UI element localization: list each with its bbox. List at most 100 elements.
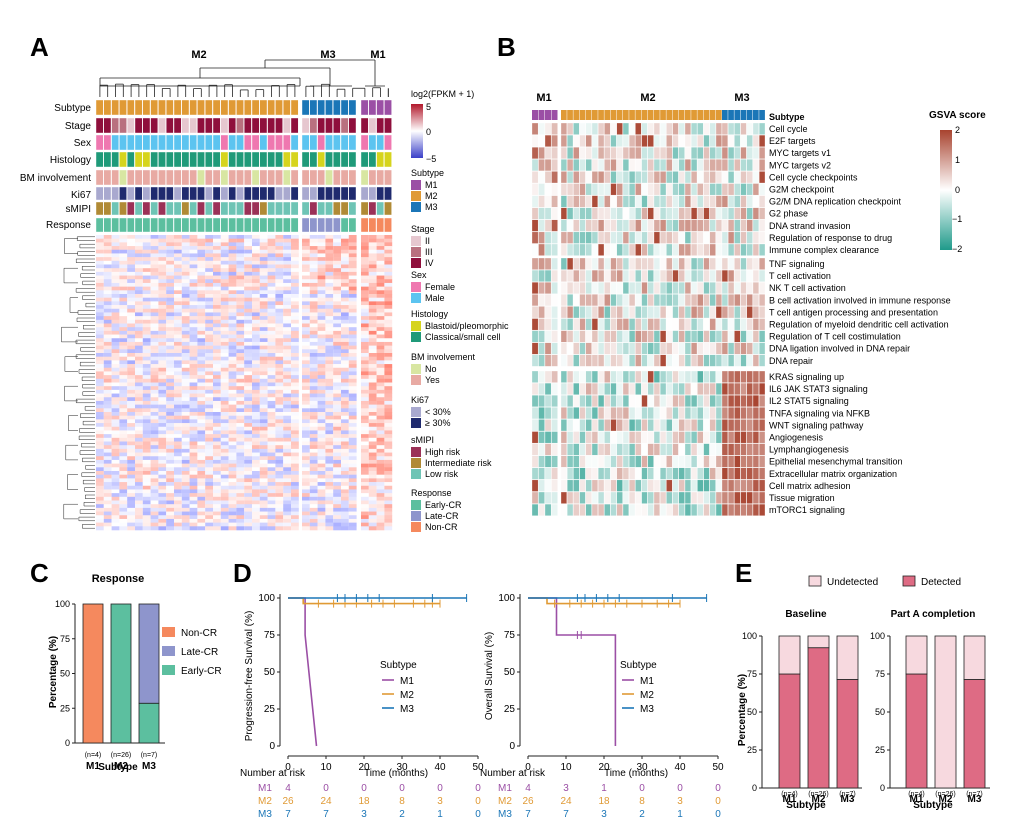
annotation-cell xyxy=(267,99,276,116)
heatmap-cell xyxy=(244,467,252,472)
heatmap-cell xyxy=(252,515,260,520)
heatmap-cell xyxy=(158,301,167,306)
gsva-cell xyxy=(531,257,539,270)
gsva-cell xyxy=(538,342,545,355)
heatmap-cell xyxy=(368,375,377,380)
gsva-cell xyxy=(678,395,685,407)
heatmap-cell xyxy=(376,257,385,262)
heatmap-cell xyxy=(348,463,357,468)
heatmap-cell xyxy=(228,260,237,265)
heatmap-cell xyxy=(291,364,299,369)
heatmap-cell xyxy=(142,386,151,391)
gsva-cell xyxy=(531,269,539,282)
heatmap-cell xyxy=(181,294,190,298)
heatmap-cell xyxy=(384,471,393,475)
heatmap-cell xyxy=(302,386,310,391)
gsva-cell xyxy=(666,243,673,256)
heatmap-cell xyxy=(291,474,299,479)
gsva-cell xyxy=(740,294,747,307)
heatmap-cell xyxy=(348,275,357,280)
heatmap-cell xyxy=(189,511,198,516)
heatmap-cell xyxy=(119,448,128,453)
annotation-cell xyxy=(173,117,182,134)
gsva-cell xyxy=(703,479,710,492)
heatmap-cell xyxy=(228,389,237,394)
heatmap-cell xyxy=(348,297,357,302)
gsva-cell xyxy=(585,491,592,504)
heatmap-cell xyxy=(111,238,120,243)
heatmap-cell xyxy=(213,493,221,498)
gsva-cell xyxy=(678,479,685,492)
heatmap-cell xyxy=(96,522,104,527)
heatmap-cell xyxy=(166,456,174,461)
heatmap-cell xyxy=(376,515,385,520)
annotation-cell xyxy=(275,134,283,151)
heatmap-cell xyxy=(325,308,334,313)
gsva-cell xyxy=(721,467,728,480)
heatmap-cell xyxy=(166,415,174,420)
heatmap-cell xyxy=(236,264,245,269)
heatmap-cell xyxy=(174,467,182,472)
heatmap-cell xyxy=(283,260,291,265)
heatmap-cell xyxy=(244,235,252,239)
heatmap-cell xyxy=(325,360,334,365)
heatmap-cell xyxy=(127,319,135,324)
subtype-track-cell xyxy=(678,110,685,120)
heatmap-cell xyxy=(333,378,341,383)
heatmap-cell xyxy=(325,319,334,324)
heatmap-cell xyxy=(361,282,369,287)
gsva-cell xyxy=(544,443,552,456)
heatmap-cell xyxy=(252,334,260,339)
gsva-cell xyxy=(629,342,636,355)
heatmap-cell xyxy=(259,511,268,516)
gsva-cell xyxy=(538,503,545,516)
heatmap-cell xyxy=(127,389,135,394)
heatmap-cell xyxy=(317,349,326,354)
heatmap-cell xyxy=(302,257,310,262)
heatmap-cell xyxy=(127,467,135,472)
gsva-cell xyxy=(610,467,617,480)
heatmap-cell xyxy=(384,518,393,523)
gsva-cell xyxy=(666,342,673,355)
heatmap-cell xyxy=(127,408,135,413)
heatmap-cell xyxy=(283,448,291,453)
annotation-cell xyxy=(150,151,159,168)
heatmap-cell xyxy=(135,445,143,450)
heatmap-cell xyxy=(197,448,206,453)
heatmap-cell xyxy=(127,308,135,313)
legend-swatch xyxy=(411,418,421,428)
pathway-label: KRAS signaling up xyxy=(769,372,844,382)
heatmap-cell xyxy=(205,434,213,439)
heatmap-cell xyxy=(291,323,299,328)
heatmap-cell xyxy=(368,345,377,350)
heatmap-cell xyxy=(213,301,221,306)
heatmap-cell xyxy=(333,271,341,276)
heatmap-cell xyxy=(220,364,229,369)
heatmap-cell xyxy=(341,271,349,276)
heatmap-cell xyxy=(302,485,310,490)
heatmap-cell xyxy=(325,341,334,346)
heatmap-cell xyxy=(267,423,276,428)
km-y-tick-label: 100 xyxy=(498,593,515,604)
heatmap-cell xyxy=(166,238,174,243)
heatmap-cell xyxy=(220,242,229,247)
annotation-cell xyxy=(150,99,159,116)
heatmap-cell xyxy=(333,434,341,439)
heatmap-cell xyxy=(142,308,151,313)
heatmap-cell xyxy=(158,408,167,413)
gsva-cell xyxy=(759,306,766,319)
gsva-cell xyxy=(752,294,759,307)
heatmap-cell xyxy=(348,445,357,450)
heatmap-cell xyxy=(267,507,276,512)
gsva-cell xyxy=(672,171,679,184)
heatmap-cell xyxy=(361,515,369,520)
gsva-cell xyxy=(684,207,691,220)
gsva-cell xyxy=(678,122,685,135)
annotation-cell xyxy=(348,151,357,168)
heatmap-cell xyxy=(96,478,104,483)
heatmap-cell xyxy=(244,382,252,387)
gsva-cell xyxy=(647,370,654,383)
gsva-cell xyxy=(752,354,759,367)
gsva-cell xyxy=(709,269,716,282)
gsva-cell xyxy=(591,147,598,159)
